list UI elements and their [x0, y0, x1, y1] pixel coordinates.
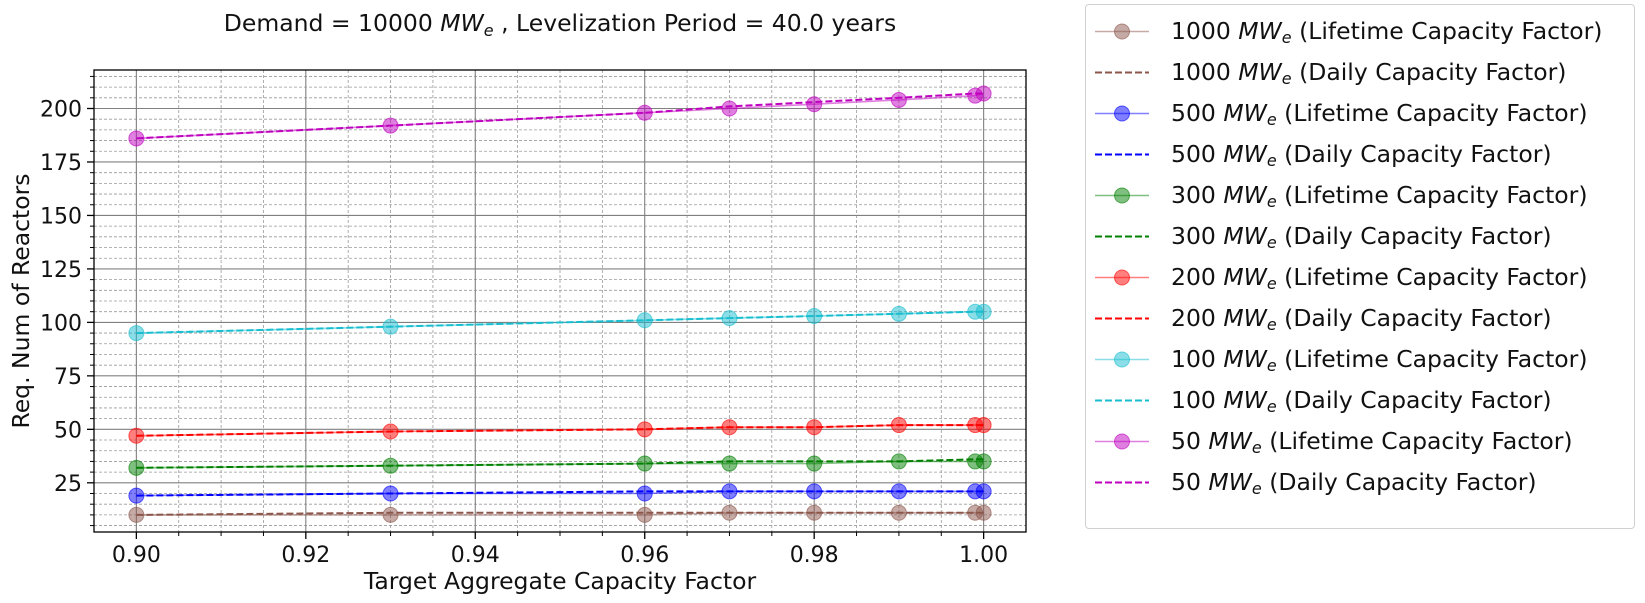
minor-grid — [94, 70, 1026, 532]
legend-item: 500 MWe (Lifetime Capacity Factor) — [1086, 93, 1634, 134]
legend-swatch — [1095, 153, 1149, 156]
series-line-daily — [136, 511, 984, 516]
data-point — [128, 325, 145, 342]
data-point — [128, 487, 145, 504]
y-tick-label: 150 — [40, 204, 82, 229]
data-point — [975, 417, 992, 434]
series-7 — [136, 424, 984, 437]
legend-label: 1000 MWe (Lifetime Capacity Factor) — [1171, 16, 1603, 47]
legend-marker — [1114, 433, 1130, 450]
legend-swatch — [1095, 433, 1149, 450]
series-layer — [128, 85, 992, 523]
major-grid — [94, 70, 1026, 532]
legend-marker — [1114, 269, 1130, 286]
x-tick-label: 0.98 — [790, 543, 839, 568]
y-tick-label: 50 — [54, 418, 82, 443]
legend-label: 100 MWe (Daily Capacity Factor) — [1171, 385, 1552, 416]
data-point — [975, 453, 992, 470]
series-line-daily — [136, 490, 984, 497]
legend-label: 1000 MWe (Daily Capacity Factor) — [1171, 57, 1567, 88]
legend-item: 200 MWe (Lifetime Capacity Factor) — [1086, 257, 1634, 298]
legend-swatch — [1095, 351, 1149, 368]
series-4 — [128, 453, 992, 476]
legend-item: 1000 MWe (Lifetime Capacity Factor) — [1086, 11, 1634, 52]
y-tick-label: 100 — [40, 311, 82, 336]
data-point — [382, 506, 399, 523]
legend-marker — [1114, 187, 1130, 204]
legend-label: 50 MWe (Daily Capacity Factor) — [1171, 467, 1537, 498]
y-tick-label: 175 — [40, 151, 82, 176]
series-line-daily — [136, 424, 984, 437]
data-point — [636, 485, 653, 502]
series-line-daily — [136, 458, 984, 469]
legend-label: 500 MWe (Daily Capacity Factor) — [1171, 139, 1552, 170]
legend-marker — [1114, 105, 1130, 122]
legend-swatch — [1095, 105, 1149, 122]
legend-label: 50 MWe (Lifetime Capacity Factor) — [1171, 426, 1573, 457]
series-11 — [136, 92, 984, 140]
legend-item: 50 MWe (Daily Capacity Factor) — [1086, 462, 1634, 503]
legend-swatch — [1095, 71, 1149, 74]
legend-marker — [1114, 351, 1130, 368]
legend-item: 300 MWe (Lifetime Capacity Factor) — [1086, 175, 1634, 216]
legend-item: 500 MWe (Daily Capacity Factor) — [1086, 134, 1634, 175]
x-tick-label: 0.92 — [281, 543, 330, 568]
x-axis-label: Target Aggregate Capacity Factor — [363, 567, 757, 595]
x-tick-label: 0.94 — [451, 543, 500, 568]
data-point — [975, 483, 992, 500]
data-point — [890, 91, 907, 108]
data-point — [721, 455, 738, 472]
data-point — [128, 459, 145, 476]
data-point — [636, 506, 653, 523]
legend-item: 300 MWe (Daily Capacity Factor) — [1086, 216, 1634, 257]
legend-label: 300 MWe (Daily Capacity Factor) — [1171, 221, 1552, 252]
series-9 — [136, 310, 984, 335]
legend-item: 200 MWe (Daily Capacity Factor) — [1086, 298, 1634, 339]
data-point — [128, 130, 145, 147]
legend-label: 300 MWe (Lifetime Capacity Factor) — [1171, 180, 1588, 211]
legend-label: 200 MWe (Daily Capacity Factor) — [1171, 303, 1552, 334]
legend-swatch — [1095, 317, 1149, 320]
chart-title: Demand = 10000 MWe , Levelization Period… — [224, 9, 896, 40]
legend-label: 500 MWe (Lifetime Capacity Factor) — [1171, 98, 1588, 129]
y-axis-label: Req. Num of Reactors — [7, 173, 35, 428]
data-point — [128, 506, 145, 523]
legend-item: 100 MWe (Daily Capacity Factor) — [1086, 380, 1634, 421]
y-tick-label: 25 — [54, 472, 82, 497]
legend-label: 100 MWe (Lifetime Capacity Factor) — [1171, 344, 1588, 375]
data-point — [128, 427, 145, 444]
data-point — [806, 96, 823, 113]
legend-swatch — [1095, 269, 1149, 286]
legend-swatch — [1095, 399, 1149, 402]
x-tick-label: 1.00 — [959, 543, 1008, 568]
legend-swatch — [1095, 187, 1149, 204]
axis-ticks: 25 50 75 100 125 150 175 200 0.90 0.92 0.94 0.96 0.9… — [40, 75, 1008, 568]
series-1 — [136, 511, 984, 516]
series-3 — [136, 490, 984, 497]
data-point — [975, 504, 992, 521]
data-point — [806, 455, 823, 472]
legend: 1000 MWe (Lifetime Capacity Factor) 1000 … — [1085, 4, 1635, 529]
y-tick-label: 200 — [40, 98, 82, 123]
series-5 — [136, 458, 984, 469]
data-point — [721, 100, 738, 117]
y-tick-label: 125 — [40, 258, 82, 283]
legend-item: 100 MWe (Lifetime Capacity Factor) — [1086, 339, 1634, 380]
legend-marker — [1114, 23, 1130, 40]
y-tick-label: 75 — [54, 365, 82, 390]
x-tick-label: 0.96 — [620, 543, 669, 568]
legend-swatch — [1095, 23, 1149, 40]
legend-swatch — [1095, 481, 1149, 484]
series-line-daily — [136, 310, 984, 335]
legend-swatch — [1095, 235, 1149, 238]
legend-item: 50 MWe (Lifetime Capacity Factor) — [1086, 421, 1634, 462]
x-tick-label: 0.90 — [112, 543, 161, 568]
legend-item: 1000 MWe (Daily Capacity Factor) — [1086, 52, 1634, 93]
series-line-daily — [136, 92, 984, 140]
legend-label: 200 MWe (Lifetime Capacity Factor) — [1171, 262, 1588, 293]
